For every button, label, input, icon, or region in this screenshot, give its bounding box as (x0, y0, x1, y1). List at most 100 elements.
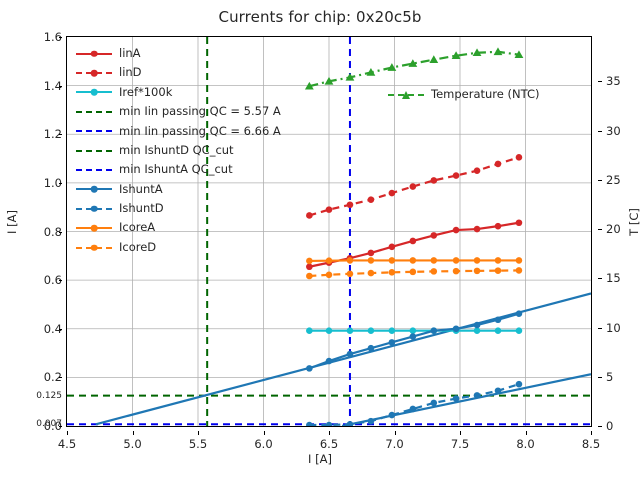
data-marker-linA (306, 263, 313, 271)
data-marker-Temperature (NTC) (345, 72, 355, 81)
legend-key (76, 221, 112, 235)
data-marker-linD (388, 189, 396, 197)
legend-swatch-dot (90, 69, 98, 77)
y-axis-right-label: T [C] (627, 208, 640, 236)
data-marker-IcoreD (494, 267, 502, 274)
data-marker-Temperature (NTC) (387, 63, 397, 71)
legend-label: min IshuntA QC_cut (119, 162, 233, 177)
y-tick-label-right: 15 (606, 271, 621, 286)
data-marker-IshuntA (409, 333, 417, 340)
y-tick-label-right: 0 (606, 419, 614, 433)
y-axis-left-label: I [A] (5, 210, 19, 234)
data-marker-IshuntD (325, 421, 333, 426)
legend-key (76, 241, 112, 255)
legend-swatch-dot (90, 205, 98, 213)
legend-item-lina[interactable]: linA (76, 44, 281, 63)
data-marker-Iref*100k (515, 327, 523, 334)
x-tick-mark (263, 431, 265, 435)
data-marker-IcoreD (452, 267, 460, 275)
legend-item-ishuntd[interactable]: IshuntD (76, 199, 281, 218)
data-marker-IshuntA (515, 310, 523, 317)
y-tick-label-threshold: 0.125 (36, 390, 62, 401)
x-tick-mark (591, 431, 592, 435)
data-marker-IcoreD (430, 268, 438, 275)
legend-label: linA (119, 45, 141, 60)
x-tick-mark (329, 431, 330, 435)
y-axis-right-ticks: 0 5 10 15 20 25 30 35 (598, 36, 638, 433)
data-marker-IcoreD (388, 269, 396, 276)
data-marker-linD (306, 212, 313, 219)
y-tick-label-threshold: 0.007 (36, 419, 62, 430)
y-tick-mark (58, 85, 62, 87)
y-tick-mark (58, 328, 62, 330)
data-marker-linA (367, 249, 375, 257)
data-marker-Temperature (NTC) (514, 50, 524, 59)
legend-swatch-line (76, 169, 112, 172)
legend-item-min-ishunta-qc-cut[interactable]: min IshuntA QC_cut (76, 160, 281, 179)
legend-swatch-dot (90, 186, 98, 193)
data-marker-linD (515, 154, 523, 161)
y-tick-mark-right (598, 179, 602, 181)
data-marker-Iref*100k (367, 327, 375, 334)
legend-swatch-triangle (402, 90, 410, 99)
legend-label: min Iin passing QC = 6.66 A (119, 123, 281, 138)
legend-key (388, 88, 424, 102)
data-marker-IshuntD (494, 387, 502, 395)
data-marker-Temperature (NTC) (429, 55, 439, 63)
x-tick-mark (198, 431, 199, 435)
y-tick-mark (58, 231, 62, 233)
legend-item-temperature-ntc[interactable]: Temperature (NTC) (388, 85, 539, 104)
legend-key (76, 182, 112, 196)
legend-item-min-iin-passing-qc-6-66-a[interactable]: min Iin passing QC = 6.66 A (76, 122, 281, 141)
data-marker-IshuntD (306, 421, 313, 426)
x-tick-label: 5.5 (188, 437, 208, 451)
y-tick-label-right: 20 (606, 222, 621, 237)
legend-item-icored[interactable]: IcoreD (76, 238, 281, 257)
x-tick-label: 7.0 (385, 437, 404, 451)
data-marker-IcoreA (325, 257, 333, 264)
legend-item-ishunta[interactable]: IshuntA (76, 180, 281, 199)
series-line-IcoreD (309, 269, 519, 278)
legend-item-min-iin-passing-qc-5-57-a[interactable]: min Iin passing QC = 5.57 A (76, 102, 281, 121)
legend-swatch-dot (90, 224, 98, 232)
y-tick-label-right: 10 (606, 320, 621, 335)
y-tick-mark-right (598, 81, 602, 83)
data-marker-IshuntA (306, 365, 313, 372)
y-tick-mark-right (598, 327, 602, 329)
y-tick-mark (58, 280, 62, 282)
data-marker-IcoreD (515, 267, 523, 274)
legend-swatch-line (76, 149, 112, 152)
data-marker-linA (409, 237, 417, 245)
legend-swatch-line (76, 130, 112, 133)
data-marker-linD (473, 167, 481, 175)
series-line-linD (309, 156, 520, 217)
legend-item-min-ishuntd-qc-cut[interactable]: min IshuntD QC_cut (76, 141, 281, 160)
legend-item-icorea[interactable]: IcoreA (76, 219, 281, 238)
legend-swatch-dot (90, 244, 98, 251)
data-marker-IcoreA (346, 257, 354, 264)
data-marker-Iref*100k (388, 327, 396, 334)
data-marker-IcoreD (325, 271, 333, 279)
data-marker-IcoreA (306, 257, 313, 265)
data-marker-IcoreD (306, 272, 313, 280)
data-marker-IshuntD (346, 420, 354, 426)
legend-item-iref-100k[interactable]: Iref*100k (76, 83, 281, 102)
x-tick-label: 5.0 (123, 437, 142, 451)
data-marker-IcoreD (346, 270, 354, 278)
x-tick-mark (132, 431, 134, 435)
data-marker-linD (430, 177, 438, 184)
data-marker-Iref*100k (346, 327, 354, 334)
legend-swatch-line (76, 110, 112, 113)
data-marker-IshuntA (473, 321, 481, 329)
y-tick-mark-right (598, 130, 602, 132)
legend-label: IshuntA (119, 181, 163, 196)
y-tick-mark (58, 37, 62, 38)
x-tick-label: 7.5 (450, 437, 470, 451)
x-axis-label: I [A] (308, 452, 332, 466)
data-marker-Temperature (NTC) (472, 48, 482, 57)
data-marker-IshuntD (515, 380, 523, 388)
legend-item-lind[interactable]: linD (76, 63, 281, 82)
trend-line (341, 373, 591, 426)
legend-primary: linA linD Iref*100k min Iin passing QC = 5.… (74, 42, 285, 259)
data-marker-IshuntA (367, 344, 375, 352)
